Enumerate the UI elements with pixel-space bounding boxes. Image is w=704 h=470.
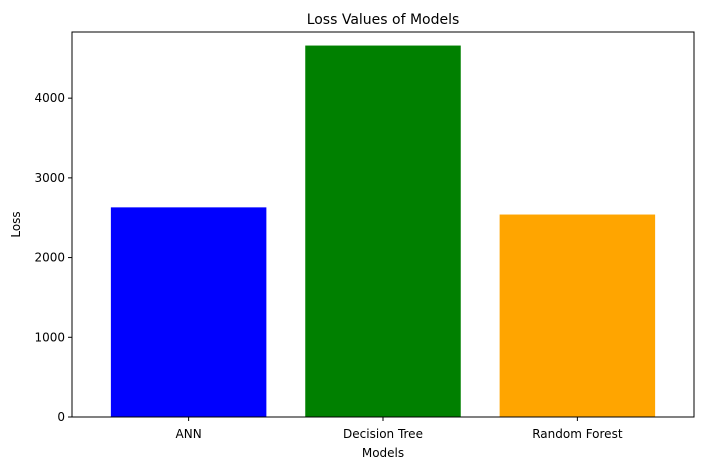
y-tick-label: 4000 (34, 91, 65, 105)
y-tick-label: 2000 (34, 251, 65, 265)
x-axis-label: Models (362, 446, 404, 460)
x-axis: ANN Decision Tree Random Forest (176, 417, 623, 441)
bars-group (110, 45, 656, 418)
y-axis: 0 1000 2000 3000 4000 (34, 91, 72, 424)
bar-random-forest (499, 214, 656, 417)
y-tick-label: 0 (57, 410, 65, 424)
x-tick-label: ANN (176, 427, 202, 441)
bar-decision-tree (305, 45, 461, 418)
x-tick-label: Decision Tree (343, 427, 423, 441)
y-axis-label: Loss (9, 211, 23, 237)
x-tick-label: Random Forest (532, 427, 623, 441)
chart-title: Loss Values of Models (307, 12, 460, 28)
y-tick-label: 1000 (34, 330, 65, 344)
y-tick-label: 3000 (34, 171, 65, 185)
bar-ann (110, 207, 267, 417)
